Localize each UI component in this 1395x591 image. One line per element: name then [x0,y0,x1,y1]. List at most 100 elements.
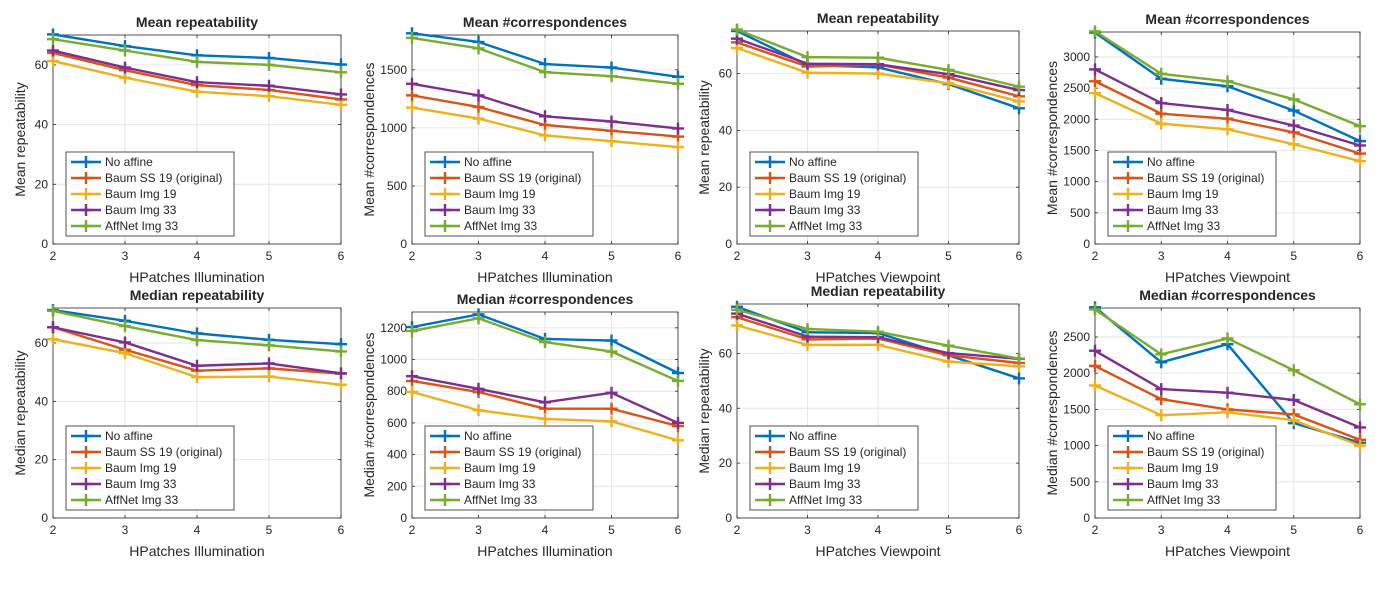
legend: No affine Baum SS 19 (original) Baum Img 1… [749,151,919,237]
y-tick-label: 500 [1070,475,1090,489]
data-point [406,370,418,383]
y-tick-label: 60 [719,346,733,360]
x-tick-label: 3 [475,523,482,537]
data-point [472,112,485,125]
data-point [1287,104,1300,117]
data-point [47,54,59,67]
x-tick-label: 5 [1290,249,1297,263]
data-point [119,61,131,74]
legend-label: No affine [1147,429,1195,443]
x-tick-label: 5 [608,523,615,537]
y-axis-label: Mean #correspondences [361,62,377,216]
legend-entry-5: AffNet Img 33 [755,493,862,507]
data-point [1354,398,1366,411]
chart-title: Median repeatability [811,283,946,299]
y-tick-label: 1500 [1063,143,1090,157]
x-tick-label: 5 [945,523,952,537]
legend-label: No affine [789,429,837,443]
legend-entry-1: No affine [71,155,153,169]
legend-label: Baum Img 19 [1147,187,1219,201]
legend-label: Baum Img 19 [789,461,861,475]
legend-entry-4: Baum Img 33 [430,477,536,491]
x-axis-label: HPatches Illumination [477,543,612,559]
x-tick-label: 4 [1224,249,1231,263]
legend-label: Baum Img 33 [1147,203,1219,217]
legend-entry-1: No affine [430,429,512,443]
legend-entry-5: AffNet Img 33 [71,219,178,233]
data-point [1089,344,1101,357]
data-point [406,89,418,102]
legend-entry-2: Baum SS 19 (original) [755,171,906,185]
data-point [335,98,347,111]
data-point [1221,103,1234,116]
data-point [672,141,684,154]
legend-label: Baum Img 19 [105,461,177,475]
legend: No affine Baum SS 19 (original) Baum Img 1… [1107,151,1277,237]
data-point [406,77,418,90]
x-tick-label: 2 [409,249,416,263]
legend-entry-1: No affine [430,155,512,169]
data-point [191,371,203,384]
data-point [731,23,743,36]
legend-label: Baum Img 33 [789,477,861,491]
legend-label: AffNet Img 33 [105,219,178,233]
data-point [672,122,684,135]
legend-label: Baum SS 19 (original) [789,445,906,459]
y-tick-label: 60 [35,336,49,350]
legend-entry-1: No affine [71,429,153,443]
y-tick-label: 1000 [380,121,407,135]
legend-label: AffNet Img 33 [464,219,537,233]
legend-entry-1: No affine [755,155,837,169]
legend-label: Baum SS 19 (original) [464,445,581,459]
legend-label: No affine [105,155,153,169]
data-point [1287,364,1300,377]
data-point [605,345,618,358]
legend-label: AffNet Img 33 [789,219,862,233]
y-tick-label: 20 [719,456,733,470]
chart-title: Mean #correspondences [1145,11,1309,27]
legend-entry-3: Baum Img 19 [430,187,536,201]
legend-label: Baum Img 33 [464,203,536,217]
legend-label: Baum Img 33 [105,477,177,491]
y-tick-label: 0 [725,237,732,251]
x-tick-label: 5 [266,523,273,537]
x-tick-label: 2 [50,249,57,263]
data-point [605,402,618,415]
data-point [1155,383,1168,396]
data-point [1013,372,1025,385]
y-tick-label: 0 [400,237,407,251]
legend-entry-2: Baum SS 19 (original) [1113,171,1264,185]
data-point [406,386,418,399]
x-tick-label: 6 [675,523,682,537]
data-point [47,33,59,46]
y-tick-label: 1200 [380,321,407,335]
data-point [1013,95,1025,108]
data-point [472,382,485,395]
y-tick-label: 600 [387,416,407,430]
x-tick-label: 2 [734,523,741,537]
legend-entry-2: Baum SS 19 (original) [430,445,581,459]
x-axis-label: HPatches Viewpoint [815,543,940,559]
data-point [1221,332,1234,345]
legend-entry-4: Baum Img 33 [1113,203,1219,217]
data-point [539,412,551,425]
legend-label: No affine [789,155,837,169]
data-point [605,415,618,428]
legend-label: Baum Img 19 [464,461,536,475]
data-point [191,334,203,347]
x-tick-label: 2 [1092,523,1099,537]
legend-label: No affine [1147,155,1195,169]
y-tick-label: 500 [387,179,407,193]
y-tick-label: 0 [725,511,732,525]
data-point [672,77,684,90]
data-point [1287,93,1300,106]
data-point [472,100,485,113]
chart-title: Mean repeatability [817,10,939,26]
legend-entry-3: Baum Img 19 [1113,461,1219,475]
legend-entry-3: Baum Img 19 [755,187,861,201]
legend-entry-2: Baum SS 19 (original) [755,445,906,459]
legend-entry-2: Baum SS 19 (original) [71,445,222,459]
